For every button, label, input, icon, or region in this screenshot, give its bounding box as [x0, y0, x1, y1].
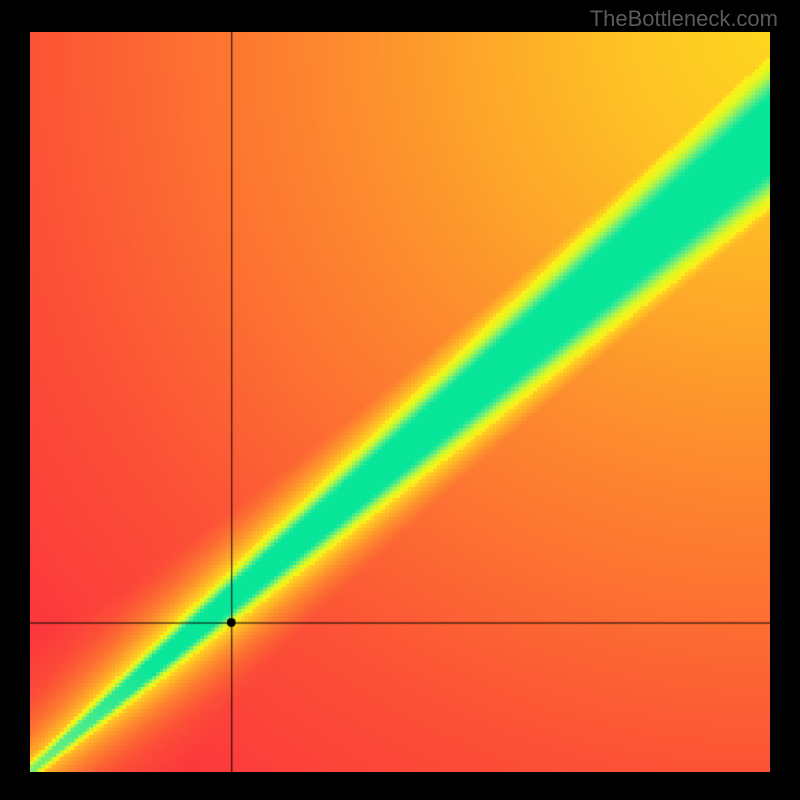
chart-container: TheBottleneck.com: [0, 0, 800, 800]
watermark-text: TheBottleneck.com: [590, 6, 778, 32]
overlay-canvas: [30, 32, 770, 772]
